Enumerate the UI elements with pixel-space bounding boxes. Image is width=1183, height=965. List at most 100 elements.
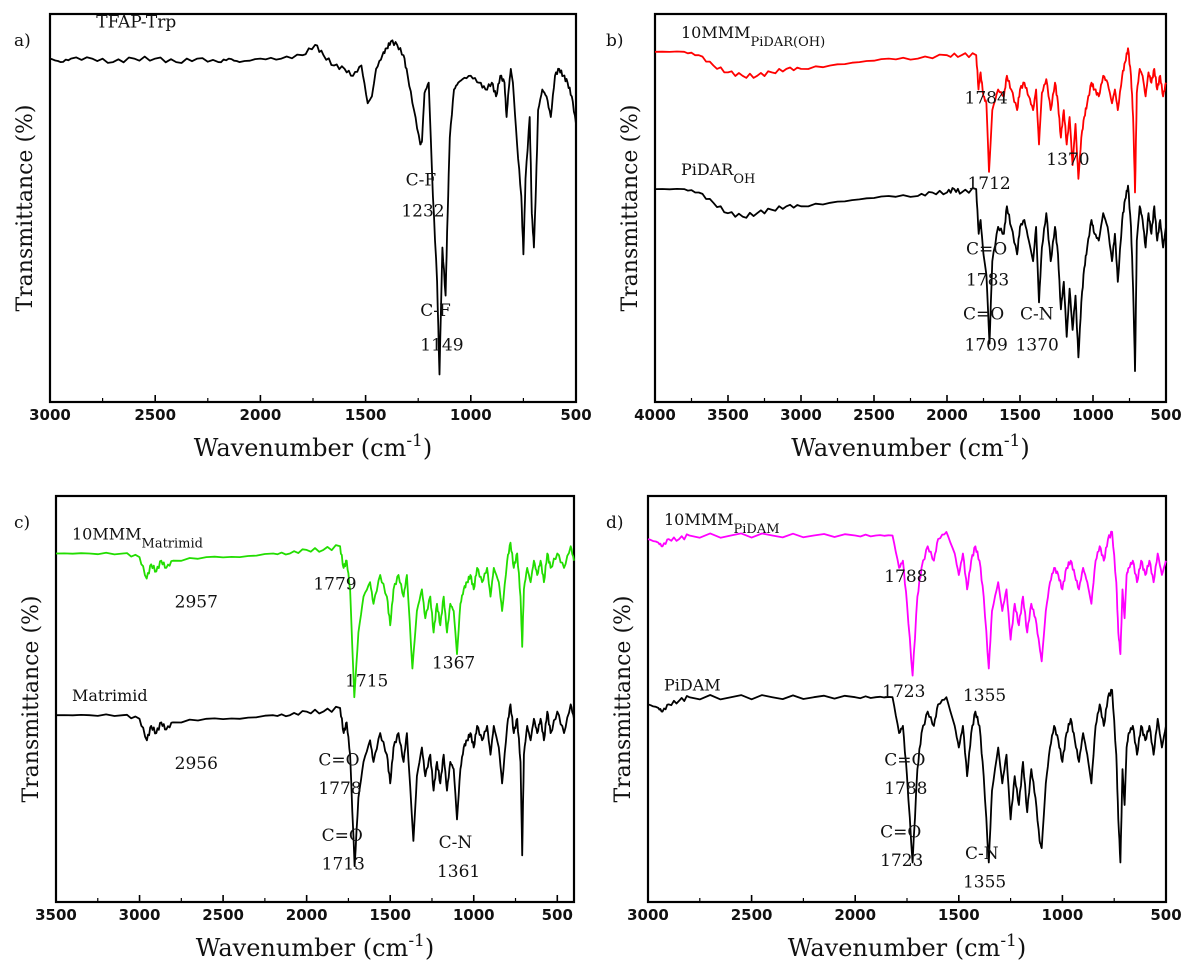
- peak-annotation: C=O: [963, 305, 1004, 325]
- series-label: 10MMMMatrimid: [72, 524, 203, 551]
- y-axis-label: Transmittance (%): [19, 595, 44, 802]
- peak-annotation: 1355: [963, 873, 1006, 893]
- x-axis-label: Wavenumber (cm-1): [791, 431, 1030, 462]
- x-tick-label: 1500: [938, 906, 980, 924]
- x-tick-label: 2500: [134, 406, 176, 424]
- series-label-sub: PiDAM: [734, 522, 780, 537]
- x-tick-label: 3000: [119, 906, 161, 924]
- ftir-chart-b: b) 4000 3500 3000 2500 2000 1500 1000 500 Wavenum…: [606, 12, 1182, 462]
- peak-annotation: 1723: [882, 682, 925, 702]
- x-axis-label-tail: ): [1020, 434, 1029, 462]
- peak-annotation: 1367: [432, 653, 475, 673]
- panel-letter: d): [606, 513, 624, 533]
- x-axis-label-sup: -1: [1000, 931, 1017, 951]
- peak-annotation: 1149: [420, 335, 463, 355]
- ftir-chart-a: a) 3000 2500 2000 1500 1000 500 Wavenumber (cm-…: [13, 12, 592, 462]
- x-tick-label: 3500: [35, 906, 77, 924]
- x-tick-label: 1000: [1042, 906, 1084, 924]
- peak-annotation: 1788: [884, 567, 927, 587]
- series-line: [49, 39, 577, 376]
- x-tick-label: 500: [1150, 906, 1181, 924]
- peak-annotation: C-F: [420, 301, 451, 321]
- plot-frame: [54, 494, 576, 904]
- peak-annotation: TFAP-Trp: [96, 13, 176, 33]
- peak-annotation: C-N: [965, 844, 999, 864]
- peak-annotation: 1370: [1016, 335, 1059, 355]
- peak-annotation: 2957: [175, 592, 218, 612]
- x-axis-label-sup: -1: [408, 931, 425, 951]
- series-line: [654, 184, 1167, 372]
- series-line: [55, 703, 575, 867]
- x-tick-label: 3500: [707, 406, 749, 424]
- peak-annotation: C=O: [884, 750, 925, 770]
- panel-b: b) 4000 3500 3000 2500 2000 1500 1000 500 Wavenum…: [592, 0, 1183, 470]
- x-tick-label: 2500: [853, 406, 895, 424]
- series-line: [654, 47, 1167, 194]
- series-label: PiDAM: [664, 675, 721, 694]
- y-axis-label: Transmittance (%): [618, 104, 643, 311]
- series-label: PiDAROH: [681, 160, 755, 187]
- panel-letter: b): [606, 31, 624, 51]
- x-axis-label-tail: ): [423, 434, 432, 462]
- peak-annotation: 2956: [175, 754, 218, 774]
- x-tick-label: 1500: [999, 406, 1041, 424]
- peak-annotation: C-N: [1020, 305, 1054, 325]
- x-tick-label: 3000: [29, 406, 71, 424]
- peak-annotation: C=O: [880, 822, 921, 842]
- peak-annotation: 1788: [884, 779, 927, 799]
- series-line: [647, 688, 1167, 864]
- peak-annotation: C-F: [406, 171, 437, 191]
- panel-a: a) 3000 2500 2000 1500 1000 500 Wavenumber (cm-…: [0, 0, 592, 470]
- peak-annotation: 1784: [965, 88, 1008, 108]
- peak-annotation: 1715: [345, 671, 388, 691]
- x-tick-label: 3000: [627, 906, 669, 924]
- peak-annotation: C=O: [318, 750, 359, 770]
- peak-annotation: 1232: [401, 202, 444, 222]
- plot-frame: [48, 12, 578, 404]
- x-tick-label: 1000: [1072, 406, 1114, 424]
- ftir-chart-d: d) 3000 2500 2000 1500 1000 500 Wavenumber (cm-…: [606, 494, 1182, 962]
- x-tick-label: 2000: [834, 906, 876, 924]
- x-tick-label: 2000: [926, 406, 968, 424]
- peak-annotation: 1370: [1046, 150, 1089, 170]
- x-tick-label: 2000: [286, 906, 328, 924]
- peak-annotation: 1783: [966, 270, 1009, 290]
- x-axis-label-sup: -1: [406, 431, 423, 451]
- y-axis-label: Transmittance (%): [611, 595, 636, 802]
- x-tick-label: 500: [542, 906, 573, 924]
- series-label-sub: PiDAR(OH): [751, 34, 826, 49]
- x-tick-label: 2000: [240, 406, 282, 424]
- x-tick-label: 3000: [780, 406, 822, 424]
- x-tick-label: 1000: [450, 406, 492, 424]
- panel-letter: a): [14, 31, 31, 51]
- peak-annotation: C=O: [966, 239, 1007, 259]
- x-tick-label: 1500: [369, 906, 411, 924]
- peak-annotation: 1713: [322, 855, 365, 875]
- peak-annotation: C-N: [439, 833, 473, 853]
- x-axis-label-tail: ): [1017, 934, 1026, 962]
- peak-annotation: 1779: [313, 574, 356, 594]
- series-label-sub: OH: [733, 172, 755, 187]
- x-axis-label-sup: -1: [1004, 431, 1021, 451]
- peak-annotation: 1361: [437, 862, 480, 882]
- x-tick-label: 1500: [345, 406, 387, 424]
- peak-annotation: C=O: [322, 826, 363, 846]
- x-axis-label: Wavenumber (cm-1): [194, 431, 433, 462]
- x-tick-label: 4000: [634, 406, 676, 424]
- peak-annotation: 1712: [967, 174, 1010, 194]
- x-tick-label: 2500: [202, 906, 244, 924]
- peak-annotation: 1355: [963, 686, 1006, 706]
- x-axis-label-tail: ): [425, 934, 434, 962]
- peak-annotation: 1709: [965, 335, 1008, 355]
- series-label-sub: Matrimid: [142, 536, 203, 551]
- x-tick-label: 500: [560, 406, 591, 424]
- x-axis-label: Wavenumber (cm-1): [788, 931, 1027, 962]
- series-label: Matrimid: [72, 686, 148, 705]
- panel-c: c) 3500 3000 2500 2000 1500 1000 500 Wavenumber …: [0, 482, 590, 965]
- x-tick-label: 2500: [731, 906, 773, 924]
- y-axis-label: Transmittance (%): [13, 104, 38, 311]
- x-axis-label: Wavenumber (cm-1): [196, 931, 435, 962]
- peak-annotation: 1723: [880, 851, 923, 871]
- ftir-chart-c: c) 3500 3000 2500 2000 1500 1000 500 Wavenumber …: [14, 494, 576, 962]
- series-label: 10MMMPiDAM: [664, 510, 780, 537]
